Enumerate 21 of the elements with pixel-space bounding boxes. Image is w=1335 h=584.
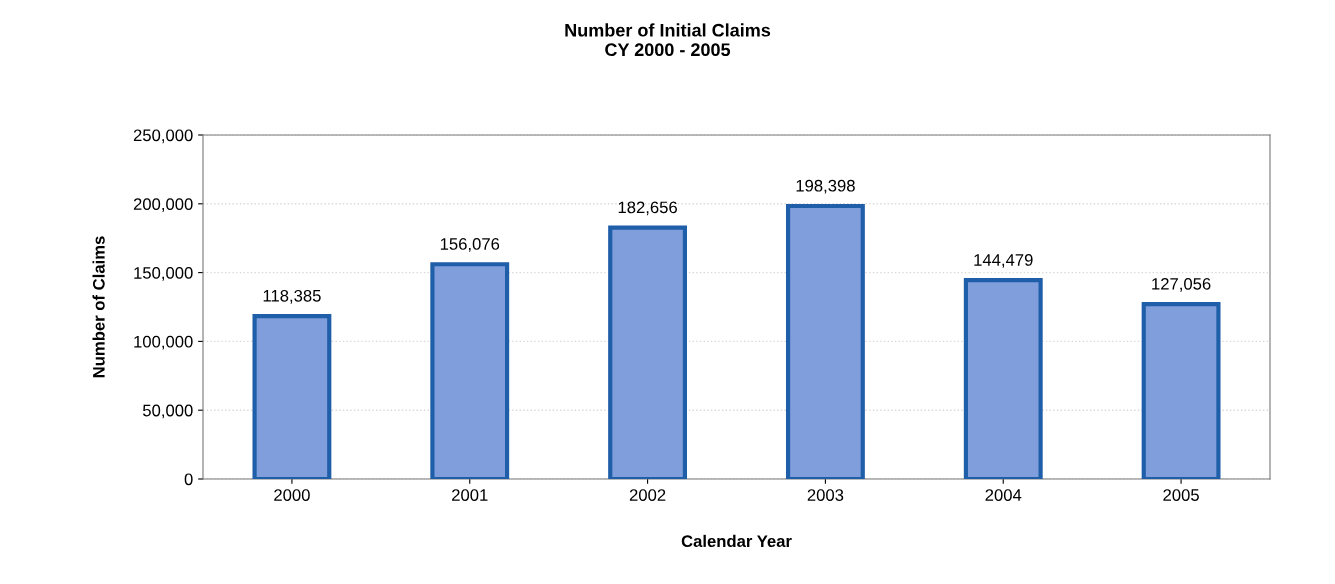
x-tick-label: 2003 [807, 489, 844, 501]
x-tick-label: 2002 [629, 489, 666, 501]
data-label: 118,385 [263, 289, 321, 304]
y-tick-label: 100,000 [134, 335, 193, 350]
y-tick-label: 150,000 [134, 267, 193, 281]
data-label: 127,056 [1152, 277, 1211, 292]
y-axis-title: Number of Claims [92, 236, 105, 378]
x-tick-label: 2001 [452, 489, 488, 501]
y-tick-label: 0 [184, 473, 193, 486]
data-label: 144,479 [974, 253, 1033, 268]
data-label: 156,076 [440, 238, 500, 252]
chart-title: Number of Initial Claims CY 2000 - 2005 [565, 23, 771, 57]
x-tick-label: 2000 [274, 489, 310, 501]
x-tick-label: 2004 [985, 489, 1022, 501]
y-tick-label: 200,000 [133, 198, 193, 212]
data-label: 182,656 [618, 201, 677, 216]
y-tick-label: 50,000 [142, 404, 193, 419]
x-axis-title: Calendar Year [681, 534, 792, 548]
y-tick-label: 250,000 [133, 129, 193, 144]
x-tick-label: 2005 [1163, 489, 1199, 501]
data-label: 198,398 [796, 179, 855, 194]
